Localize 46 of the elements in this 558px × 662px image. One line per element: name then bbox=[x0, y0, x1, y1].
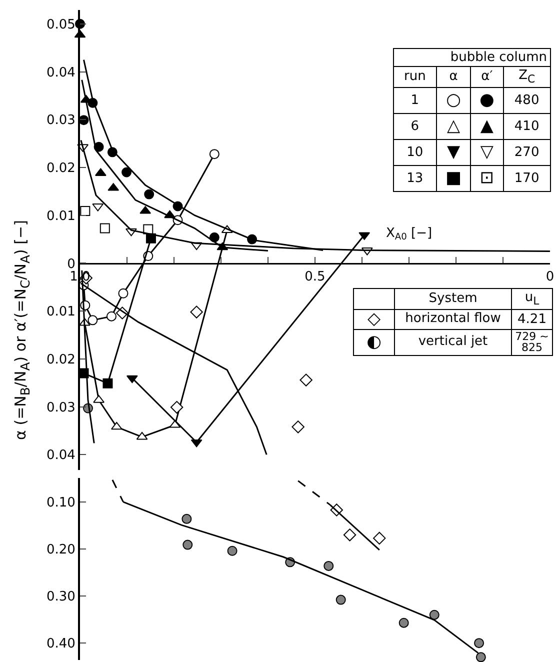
annotation: run bbox=[394, 66, 436, 88]
annotation: 13 bbox=[394, 165, 436, 192]
annotation: α′ bbox=[470, 66, 504, 88]
y-tick-label: 0.03 bbox=[46, 113, 76, 128]
annotation: horizontal flow bbox=[394, 309, 512, 330]
annotation: α bbox=[436, 66, 471, 88]
annotation: ◐ bbox=[354, 329, 394, 356]
annotation: ○ bbox=[436, 87, 471, 114]
y-tick-label: 0.03 bbox=[46, 400, 76, 416]
x-tick-label: 0.5 bbox=[304, 269, 326, 284]
y-tick-label: 0.05 bbox=[46, 17, 76, 32]
y-tick-label: 0.10 bbox=[46, 496, 76, 511]
annotation: 410 bbox=[503, 113, 550, 140]
annotation: ⊡ bbox=[470, 165, 504, 192]
annotation: 4.21 bbox=[512, 309, 552, 330]
y-tick-label: 0 bbox=[67, 256, 76, 272]
annotation: ▲ bbox=[470, 113, 504, 140]
annotation: Z$_{C}$ bbox=[503, 66, 550, 88]
annotation: vertical jet bbox=[394, 329, 512, 356]
annotation: bubble column bbox=[394, 48, 550, 66]
y-tick-label: 0.02 bbox=[46, 352, 76, 368]
annotation: ■ bbox=[436, 165, 471, 192]
y-tick-label: 0.30 bbox=[46, 590, 76, 605]
y-tick-label: 0.01 bbox=[46, 208, 76, 224]
y-tick-label: 0.01 bbox=[46, 304, 76, 320]
y-tick-label: 0.04 bbox=[46, 65, 76, 80]
annotation: u$_{L}$ bbox=[512, 288, 552, 310]
y-tick-label: 0.20 bbox=[46, 542, 76, 558]
y-tick-label: 0.02 bbox=[46, 161, 76, 176]
annotation: ▼ bbox=[436, 139, 471, 166]
annotation: 270 bbox=[503, 139, 550, 166]
annotation: ▽ bbox=[470, 139, 504, 166]
x-axis-title: X$_{A0}$ [−] bbox=[386, 226, 432, 243]
x-tick-label: 0 bbox=[546, 269, 554, 284]
annotation: △ bbox=[436, 113, 471, 140]
annotation: 170 bbox=[503, 165, 550, 192]
y-tick-label: 0.04 bbox=[46, 448, 76, 464]
annotation: ◇ bbox=[354, 308, 394, 330]
annotation: 1 bbox=[394, 87, 436, 114]
annotation: 6 bbox=[394, 113, 436, 140]
annotation: 480 bbox=[503, 87, 550, 114]
annotation: System bbox=[394, 288, 512, 310]
annotation: 729 ~ 825 bbox=[512, 329, 552, 356]
annotation: ● bbox=[470, 87, 504, 114]
annotation: 10 bbox=[394, 139, 436, 166]
y-tick-label: 0.40 bbox=[46, 636, 76, 652]
